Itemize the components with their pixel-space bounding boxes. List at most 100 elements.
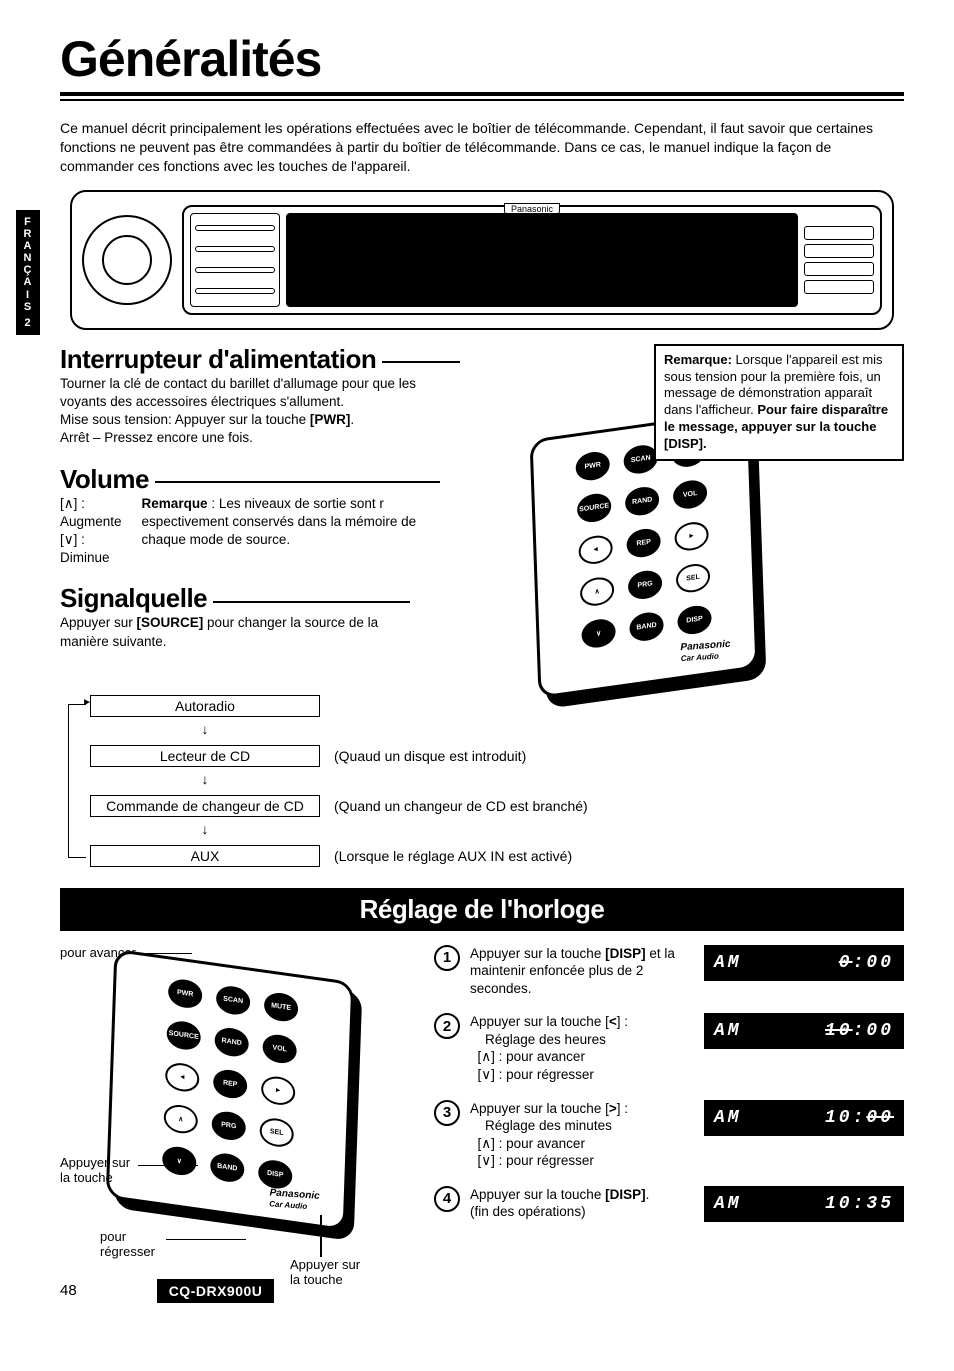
clock-step: 4 Appuyer sur la touche [DISP].(fin des o…	[434, 1186, 904, 1222]
remote-btn-scan: SCAN	[216, 984, 251, 1017]
remote-btn-prg: PRG	[211, 1109, 246, 1142]
remote-illustration-2: PWRSCANMUTESOURCERANDVOL◄REP►∧PRGSEL∨BAN…	[60, 955, 420, 1255]
remote-btn-◄: ◄	[165, 1061, 200, 1094]
lcd-display: AM10:35	[704, 1186, 904, 1222]
lang-letters: FRANÇAIS	[16, 216, 40, 313]
clock-step: 2 Appuyer sur la touche [<] : Réglage des…	[434, 1013, 904, 1083]
remote-btn-source: SOURCE	[166, 1019, 201, 1052]
lcd-display: AM10:00	[704, 1013, 904, 1049]
power-l2c: .	[350, 412, 354, 427]
step-text: Appuyer sur la touche [DISP].(fin des op…	[470, 1186, 694, 1221]
clock-step: 1 Appuyer sur la touche [DISP] et la main…	[434, 945, 904, 998]
volume-heading-text: Volume	[60, 464, 149, 495]
remote-btn-►: ►	[261, 1074, 296, 1107]
clock-step: 3 Appuyer sur la touche [>] : Réglage des…	[434, 1100, 904, 1170]
source-heading: Signalquelle	[60, 583, 410, 614]
source-l1b: [SOURCE]	[137, 615, 204, 630]
remote-btn-∧: ∧	[580, 575, 615, 608]
step-text: Appuyer sur la touche [<] : Réglage des …	[470, 1013, 694, 1083]
head-unit-body: Panasonic	[182, 205, 882, 315]
remote-btn-∨: ∨	[162, 1144, 197, 1177]
lcd-display: AM10:00	[704, 1100, 904, 1136]
cassette-slot	[190, 213, 280, 307]
remote-btn-scan: SCAN	[623, 443, 658, 476]
note-box: Remarque: Lorsque l'appareil est mis sou…	[654, 344, 904, 461]
source-body: Appuyer sur [SOURCE] pour changer la sou…	[60, 614, 410, 650]
power-l2b: [PWR]	[310, 412, 351, 427]
flow-box: AUX	[90, 845, 320, 867]
page-number: 48	[60, 1282, 77, 1299]
remote-btn-rand: RAND	[214, 1026, 249, 1059]
flow-row: AUX (Lorsque le réglage AUX IN est activé…	[60, 842, 904, 870]
flow-row: Lecteur de CD (Quaud un disque est introd…	[60, 742, 904, 770]
power-l3: Arrêt – Pressez encore une fois.	[60, 430, 253, 445]
flow-annotation: (Quaud un disque est introduit)	[334, 748, 526, 764]
remote-btn-►: ►	[674, 520, 709, 553]
remote-btn-disp: DISP	[258, 1158, 293, 1191]
volume-note-label: Remarque	[142, 496, 208, 511]
flow-arrow-icon: ↓	[90, 824, 320, 838]
lcd-display: AM0:00	[704, 945, 904, 981]
remote-brand: PanasonicCar Audio	[680, 638, 731, 663]
power-heading-text: Interrupteur d'alimentation	[60, 344, 376, 375]
power-l1: Tourner la clé de contact du barillet d'…	[60, 376, 416, 409]
speaker-icon	[82, 215, 172, 305]
head-unit-illustration: Panasonic	[70, 190, 894, 330]
remote-btn-source: SOURCE	[577, 491, 612, 524]
step-text: Appuyer sur la touche [DISP] et la maint…	[470, 945, 694, 998]
step-number-icon: 2	[434, 1013, 460, 1039]
remote-btn-sel: SEL	[676, 562, 711, 595]
remote-btn-band: BAND	[629, 610, 664, 643]
source-flowchart: Autoradio ↓ Lecteur de CD (Quaud un disque …	[60, 692, 904, 870]
power-body: Tourner la clé de contact du barillet d'…	[60, 375, 460, 448]
remote-btn-pwr: PWR	[575, 449, 610, 482]
control-buttons	[804, 213, 874, 307]
step-number-icon: 4	[434, 1186, 460, 1212]
step-text: Appuyer sur la touche [>] : Réglage des …	[470, 1100, 694, 1170]
source-l1a: Appuyer sur	[60, 615, 137, 630]
remote-brand: PanasonicCar Audio	[269, 1187, 320, 1212]
remote-btn-∨: ∨	[581, 617, 616, 650]
clock-section-bar: Réglage de l'horloge	[60, 888, 904, 931]
callout-regresser: pour régresser	[100, 1229, 170, 1260]
display-screen	[286, 213, 798, 307]
remote-btn-prg: PRG	[628, 568, 663, 601]
remote-btn-∧: ∧	[163, 1102, 198, 1135]
remote-btn-rep: REP	[626, 526, 661, 559]
flow-box: Commande de changeur de CD	[90, 795, 320, 817]
lang-index: 2	[16, 317, 40, 329]
intro-paragraph: Ce manuel décrit principalement les opér…	[60, 119, 904, 176]
flow-arrow-icon: ↓	[90, 774, 320, 788]
step-number-icon: 1	[434, 945, 460, 971]
flow-box: Lecteur de CD	[90, 745, 320, 767]
language-tab: FRANÇAIS 2	[16, 210, 40, 335]
rule-1	[60, 92, 904, 96]
note-label: Remarque:	[664, 352, 732, 367]
remote-btn-pwr: PWR	[168, 977, 203, 1010]
remote-btn-rep: REP	[213, 1067, 248, 1100]
flow-box: Autoradio	[90, 695, 320, 717]
source-heading-text: Signalquelle	[60, 583, 207, 614]
remote-btn-◄: ◄	[578, 533, 613, 566]
flow-annotation: (Lorsque le réglage AUX IN est activé)	[334, 848, 572, 864]
volume-body: [∧] : Augmente [∨] : Diminue Remarque : …	[60, 495, 440, 568]
page-title: Généralités	[60, 30, 904, 88]
rule-2	[60, 99, 904, 101]
flow-annotation: (Quand un changeur de CD est branché)	[334, 798, 588, 814]
volume-heading: Volume	[60, 464, 440, 495]
remote-btn-band: BAND	[210, 1151, 245, 1184]
remote-btn-rand: RAND	[625, 485, 660, 518]
volume-down: [∨] : Diminue	[60, 531, 122, 567]
power-l2a: Mise sous tension: Appuyer sur la touche	[60, 412, 310, 427]
power-heading: Interrupteur d'alimentation	[60, 344, 460, 375]
remote-btn-vol: VOL	[673, 478, 708, 511]
remote-btn-vol: VOL	[262, 1032, 297, 1065]
callout-appuyer-1: Appuyer sur la touche	[60, 1155, 140, 1186]
volume-up: [∧] : Augmente	[60, 495, 122, 531]
model-badge: CQ-DRX900U	[157, 1279, 275, 1303]
remote-btn-sel: SEL	[259, 1116, 294, 1149]
step-number-icon: 3	[434, 1100, 460, 1126]
flow-row: Commande de changeur de CD (Quand un chan…	[60, 792, 904, 820]
flow-arrow-icon: ↓	[90, 724, 320, 738]
callout-appuyer-2: Appuyer sur la touche	[290, 1257, 370, 1288]
